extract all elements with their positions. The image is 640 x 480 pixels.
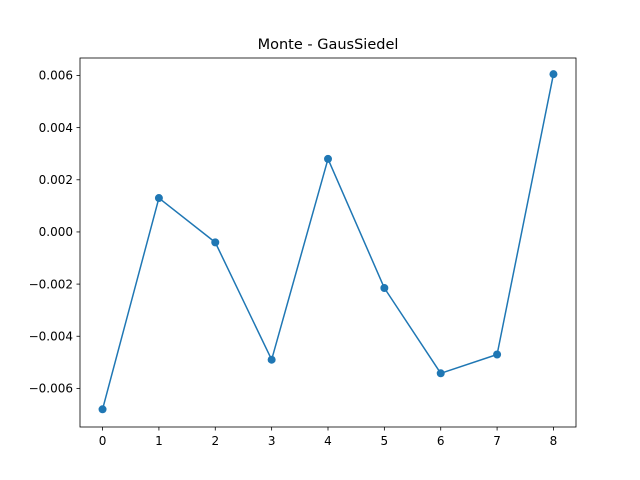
data-point-2 xyxy=(211,238,220,247)
y-tick-label: −0.002 xyxy=(29,277,73,291)
data-point-3 xyxy=(267,355,276,364)
chart-title: Monte - GausSiedel xyxy=(258,37,399,53)
y-tick-label: 0.002 xyxy=(39,173,73,187)
x-tick-label: 2 xyxy=(211,434,219,448)
x-tick-label: 5 xyxy=(381,434,389,448)
x-tick-label: 6 xyxy=(437,434,445,448)
data-point-6 xyxy=(436,369,445,378)
data-point-4 xyxy=(324,154,332,163)
y-tick-label: −0.006 xyxy=(29,382,73,396)
x-tick-label: 7 xyxy=(493,434,501,448)
data-point-5 xyxy=(380,284,389,293)
y-tick-label: 0.006 xyxy=(39,69,73,83)
y-tick-label: −0.004 xyxy=(29,329,73,343)
plot-area: 0 1 2 3 4 5 6 7 8 −0.006 −0.004 −0.002 0.000 0.002 0.0… xyxy=(29,57,577,448)
y-tick-label: 0.000 xyxy=(39,225,73,239)
x-tick-label: 4 xyxy=(324,434,332,448)
x-tick-label: 1 xyxy=(155,434,163,448)
x-tick-label: 8 xyxy=(550,434,558,448)
x-tick-label: 0 xyxy=(99,434,107,448)
data-point-7 xyxy=(493,350,502,359)
y-tick-label: 0.004 xyxy=(39,121,73,135)
data-point-8 xyxy=(549,70,558,79)
x-tick-label: 3 xyxy=(268,434,276,448)
data-point-1 xyxy=(154,194,163,203)
data-point-0 xyxy=(98,405,107,414)
